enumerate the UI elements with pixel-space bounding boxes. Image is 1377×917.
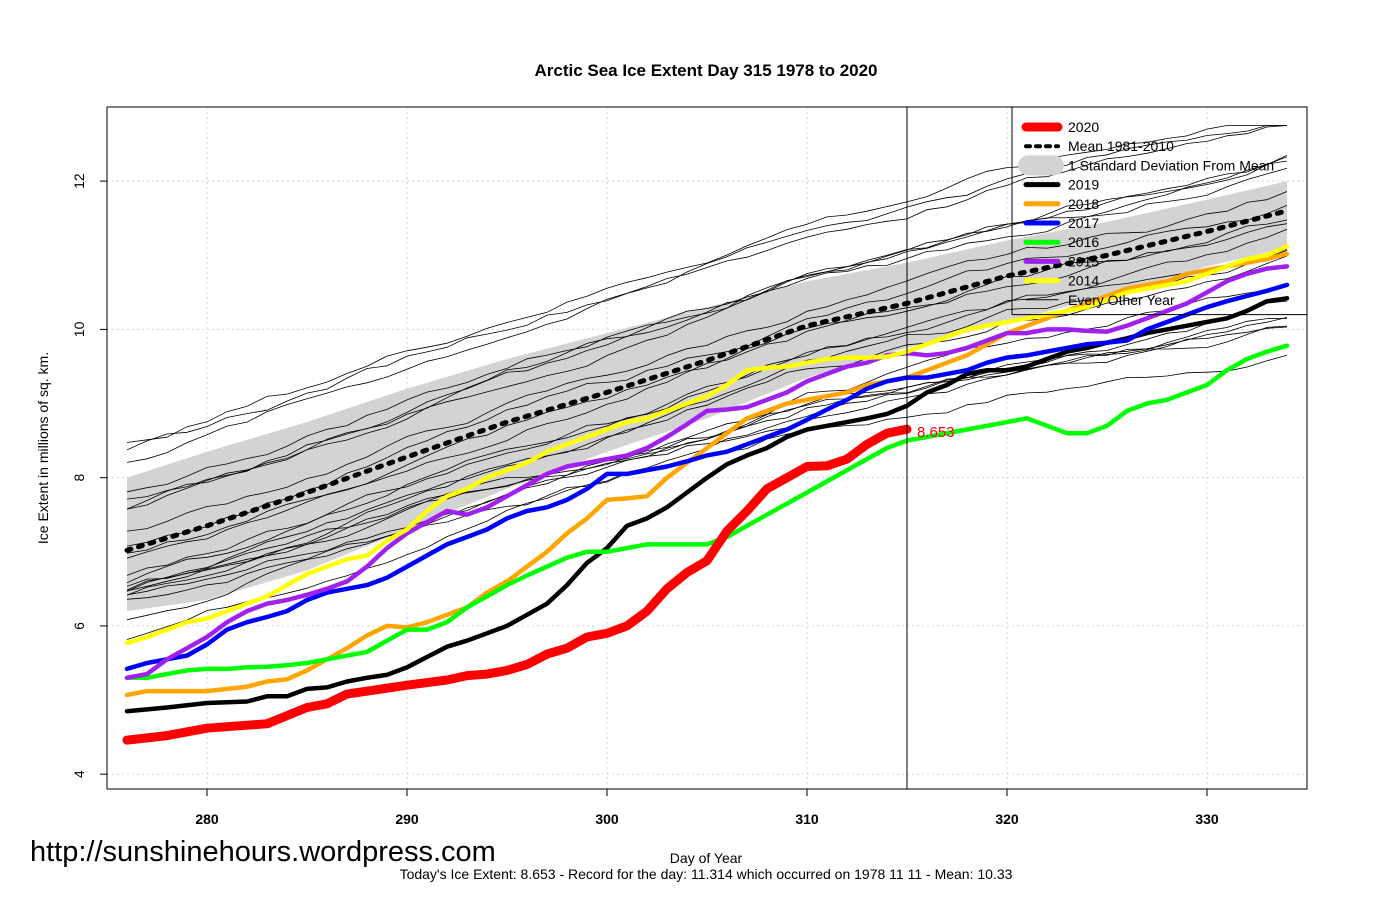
chart-title: Arctic Sea Ice Extent Day 315 1978 to 20…: [534, 61, 877, 80]
legend-label-4: 2018: [1068, 196, 1099, 212]
y-tick-label-6: 6: [71, 622, 87, 630]
series-2018: [124, 251, 1290, 698]
series-2014: [124, 244, 1290, 646]
other-year-line: [126, 255, 1288, 591]
other-year-line: [126, 154, 1288, 493]
other-year-line: [126, 167, 1288, 510]
other-year-line: [126, 125, 1287, 443]
other-year-line: [126, 219, 1288, 554]
other-year-line: [126, 325, 1288, 592]
legend-label-1: Mean 1981-2010: [1068, 138, 1174, 154]
other-years-lines: [126, 125, 1288, 640]
other-year-line: [126, 223, 1288, 559]
other-year-line: [126, 228, 1288, 576]
other-year-line: [126, 318, 1288, 587]
other-year-line: [126, 156, 1288, 510]
watermark-url: http://sunshinehours.wordpress.com: [30, 836, 496, 868]
x-tick-label-330: 330: [1195, 811, 1219, 827]
other-year-line: [126, 125, 1288, 463]
other-year-line: [126, 160, 1288, 500]
y-tick-label-8: 8: [71, 474, 87, 482]
series-2015: [124, 264, 1290, 681]
x-tick-label-310: 310: [795, 811, 819, 827]
other-year-line: [126, 317, 1288, 596]
x-axis-label: Day of Year: [670, 850, 743, 866]
mean-1981-2010-line: [124, 208, 1290, 553]
series-2016: [124, 343, 1290, 681]
x-tick-label-290: 290: [395, 811, 419, 827]
legend-label-7: 2015: [1068, 253, 1099, 269]
x-tick-label-280: 280: [195, 811, 219, 827]
y-tick-label-12: 12: [71, 173, 87, 189]
legend-label-3: 2019: [1068, 177, 1099, 193]
reference-lines: [906, 107, 1307, 789]
current-value-label: 8.653: [917, 424, 955, 441]
legend-label-5: 2017: [1068, 215, 1099, 231]
y-tick-label-10: 10: [71, 321, 87, 337]
legend-label-2: 1 Standard Deviation From Mean: [1068, 157, 1274, 173]
other-year-line: [126, 125, 1287, 451]
other-year-line: [126, 191, 1288, 532]
x-tick-label-300: 300: [595, 811, 619, 827]
legend-label-8: 2014: [1068, 273, 1099, 289]
x-tick-label-320: 320: [995, 811, 1019, 827]
series-2017: [124, 282, 1290, 672]
series-2020: [122, 424, 912, 745]
y-tick-label-4: 4: [71, 770, 87, 778]
y-axis-label: Ice Extent in millions of sq. km.: [35, 352, 51, 544]
mean-line: [124, 208, 1290, 553]
footer-summary: Today's Ice Extent: 8.653 - Record for t…: [399, 866, 1013, 882]
legend-label-9: Every Other Year: [1068, 292, 1175, 308]
legend-label-0: 2020: [1068, 119, 1099, 135]
legend-swatch-band: [1018, 155, 1064, 176]
series-lines: [122, 244, 1290, 745]
other-year-line: [126, 285, 1288, 621]
legend-label-6: 2016: [1068, 234, 1099, 250]
axes: 280 290 300 310 320 330 4 6 8 10 12: [71, 173, 1219, 827]
plot-frame: [106, 106, 1308, 790]
legend: 2020 Mean 1981-2010 1 Standard Deviation F…: [1011, 107, 1274, 315]
